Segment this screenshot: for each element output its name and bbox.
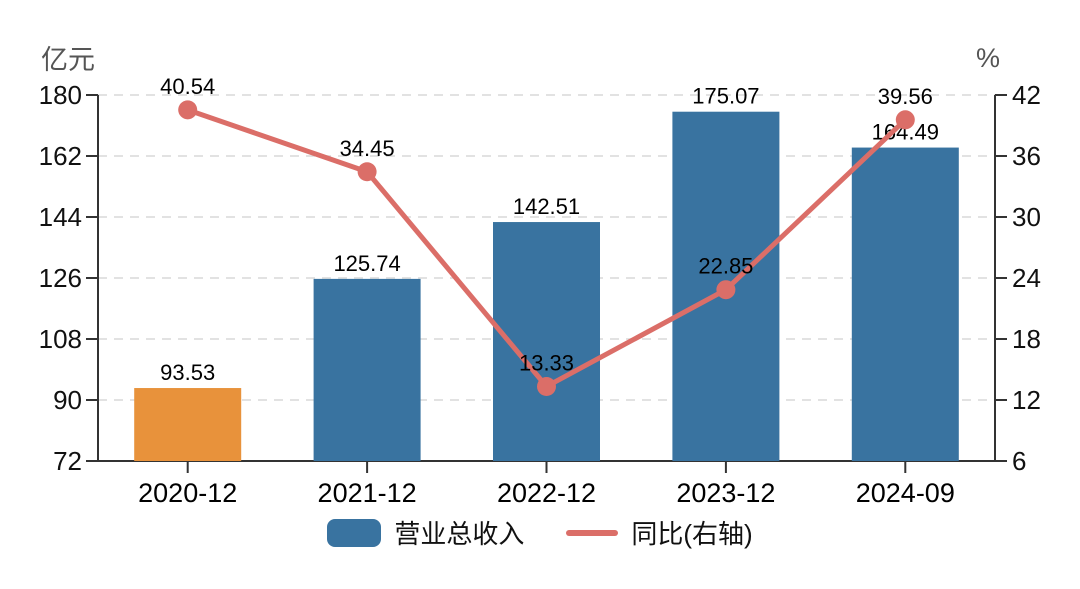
line-series-swatch-icon <box>566 529 619 536</box>
bar-label-2020-12: 93.53 <box>160 360 215 385</box>
yoy-label-2022-12: 13.33 <box>519 350 574 375</box>
bar-label-2021-12: 125.74 <box>333 251 400 276</box>
left-axis-tick-label: 162 <box>39 141 82 171</box>
legend: 营业总收入 同比(右轴) <box>0 514 1080 551</box>
bar-2024-09[interactable] <box>851 147 959 462</box>
x-axis-label-2020-12: 2020-12 <box>138 478 237 508</box>
yoy-point-2024-09[interactable] <box>895 110 915 130</box>
left-axis-tick-label: 72 <box>53 446 82 476</box>
x-axis-label-2021-12: 2021-12 <box>318 478 417 508</box>
yoy-label-2021-12: 34.45 <box>340 136 395 161</box>
legend-item-revenue[interactable]: 营业总收入 <box>327 514 524 551</box>
bar-series-swatch-icon <box>327 518 382 547</box>
right-axis-tick-label: 6 <box>1012 446 1026 476</box>
yoy-point-2022-12[interactable] <box>537 376 556 396</box>
left-axis-unit-label: 亿元 <box>41 45 95 75</box>
bar-label-2022-12: 142.51 <box>513 194 580 219</box>
yoy-point-2021-12[interactable] <box>357 162 377 182</box>
left-axis-tick-label: 108 <box>39 324 82 354</box>
bar-2020-12[interactable] <box>134 388 242 461</box>
left-axis-tick-label: 144 <box>39 202 82 232</box>
right-axis-unit-label: % <box>976 43 1001 73</box>
bar-label-2023-12: 175.07 <box>692 84 759 109</box>
right-axis-tick-label: 24 <box>1012 263 1041 293</box>
right-axis-tick-label: 36 <box>1012 141 1041 171</box>
yoy-label-2024-09: 39.56 <box>878 84 933 109</box>
right-axis-tick-label: 30 <box>1012 202 1041 232</box>
legend-item-yoy[interactable]: 同比(右轴) <box>566 514 753 551</box>
bar-2021-12[interactable] <box>313 278 421 461</box>
legend-label-yoy: 同比(右轴) <box>631 519 753 549</box>
right-axis-tick-label: 12 <box>1012 385 1041 415</box>
right-axis-tick-label: 18 <box>1012 324 1041 354</box>
left-axis-tick-label: 126 <box>39 263 82 293</box>
yoy-label-2020-12: 40.54 <box>160 74 215 99</box>
x-axis-label-2023-12: 2023-12 <box>676 478 775 508</box>
left-axis-tick-label: 90 <box>53 385 82 415</box>
right-axis-tick-label: 42 <box>1012 80 1041 110</box>
x-axis-label-2024-09: 2024-09 <box>856 478 955 508</box>
yoy-point-2023-12[interactable] <box>716 280 736 300</box>
x-axis-label-2022-12: 2022-12 <box>497 478 596 508</box>
yoy-point-2020-12[interactable] <box>178 100 198 120</box>
left-axis-tick-label: 180 <box>39 80 82 110</box>
legend-label-revenue: 营业总收入 <box>394 519 525 549</box>
yoy-label-2023-12: 22.85 <box>698 254 753 279</box>
